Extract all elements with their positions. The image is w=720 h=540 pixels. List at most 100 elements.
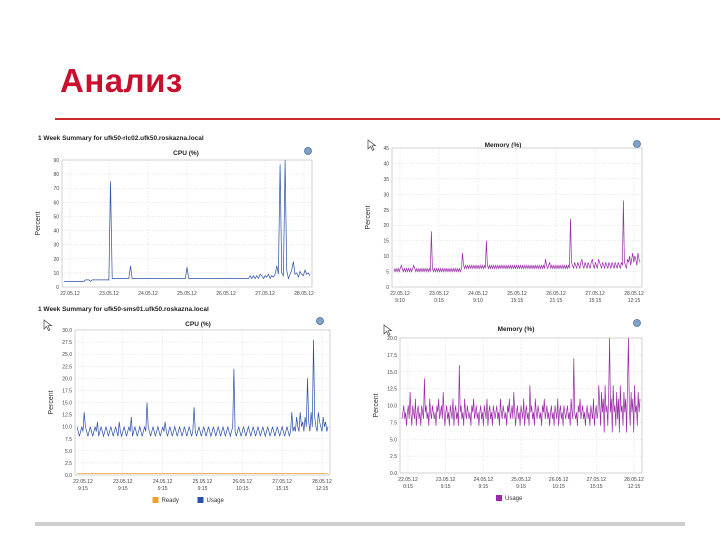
y-tick-label: 50 [53, 214, 59, 220]
x-tick-label: 22.05.12 [390, 291, 410, 297]
y-tick-label: 0.0 [390, 471, 397, 477]
x-tick-label: 25.05.12 [193, 479, 213, 485]
x-tick-label: 10:15 [236, 486, 249, 492]
x-tick-label: 9:15 [158, 486, 168, 492]
y-tick-label: 5.0 [390, 437, 397, 443]
series-line [401, 337, 641, 433]
refresh-icon [304, 147, 312, 155]
x-tick-label: 10:15 [552, 484, 565, 490]
x-tick-label: 26.05.12 [216, 291, 236, 297]
y-tick-label: 20.0 [387, 336, 397, 342]
y-tick-label: 2.5 [65, 461, 72, 467]
x-tick-label: 9:15 [198, 486, 208, 492]
x-tick-label: 27.05.12 [587, 477, 607, 483]
legend-label: Ready [162, 498, 179, 504]
x-tick-label: 9:15 [78, 486, 88, 492]
y-axis-label: Percent [35, 211, 42, 235]
x-tick-label: 26.05.12 [233, 479, 253, 485]
y-tick-label: 90 [53, 158, 59, 164]
y-tick-label: 70 [53, 186, 59, 192]
x-tick-label: 15:15 [511, 298, 524, 304]
y-tick-label: 25 [383, 208, 389, 214]
chart-title: CPU (%) [173, 150, 199, 157]
x-tick-label: 9:15 [118, 486, 128, 492]
x-tick-label: 22.05.12 [73, 479, 93, 485]
x-tick-label: 28.05.12 [624, 291, 644, 297]
y-tick-label: 15.0 [62, 401, 72, 407]
chart-title: CPU (%) [185, 321, 211, 328]
x-tick-label: 24.05.12 [468, 291, 488, 297]
y-tick-label: 20.0 [62, 376, 72, 382]
y-tick-label: 17.5 [387, 353, 397, 359]
series-line [76, 339, 329, 438]
chart-title: Memory (%) [498, 326, 535, 333]
y-tick-label: 17.5 [62, 388, 72, 394]
x-tick-label: 0:15 [434, 298, 444, 304]
legend-label: Usage [207, 498, 225, 504]
y-tick-label: 40 [383, 161, 389, 167]
chart-heading: 1 Week Summary for ufk50-rlc02.ufk50.ros… [38, 135, 204, 142]
y-tick-label: 30.0 [62, 328, 72, 334]
x-tick-label: 26.05.12 [549, 477, 569, 483]
y-tick-label: 20 [383, 223, 389, 229]
y-tick-label: 40 [53, 229, 59, 235]
x-tick-label: 23.05.12 [99, 291, 119, 297]
x-tick-label: 9:15 [516, 484, 526, 490]
x-tick-label: 28.05.12 [312, 479, 332, 485]
x-tick-label: 12:15 [628, 484, 641, 490]
x-tick-label: 15:15 [589, 298, 602, 304]
x-tick-label: 15:15 [590, 484, 603, 490]
refresh-icon-circle [316, 317, 324, 325]
cursor-icon [367, 139, 377, 151]
x-tick-label: 22.05.12 [398, 477, 418, 483]
y-tick-label: 0.0 [65, 473, 72, 479]
y-tick-label: 22.5 [62, 364, 72, 370]
x-tick-label: 25.05.12 [507, 291, 527, 297]
x-tick-label: 25.05.12 [177, 291, 197, 297]
title-divider [55, 118, 720, 120]
chart-title: Memory (%) [485, 142, 522, 149]
y-tick-label: 0 [56, 285, 59, 291]
refresh-icon [316, 317, 324, 325]
x-tick-label: 28.05.12 [624, 477, 644, 483]
chart-mem1: Memory (%) Percent 0 5 10 15 20 25 30 35 40 45 22.05… [365, 139, 644, 304]
y-tick-label: 10.0 [387, 404, 397, 410]
cursor-icon [383, 324, 393, 336]
x-tick-label: 22.05.12 [60, 291, 80, 297]
x-tick-label: 27.05.12 [255, 291, 275, 297]
y-tick-label: 30 [383, 192, 389, 198]
x-tick-label: 21:15 [550, 298, 563, 304]
x-tick-label: 0:15 [403, 484, 413, 490]
y-axis-label: Percent [48, 390, 55, 414]
y-tick-label: 35 [383, 177, 389, 183]
chart-cpu2: 1 Week Summary for ufk50-sms01.ufk50.ros… [38, 306, 332, 504]
y-tick-label: 15 [383, 239, 389, 245]
x-tick-label: 27.05.12 [585, 291, 605, 297]
series-line [393, 200, 641, 273]
y-tick-label: 7.5 [390, 420, 397, 426]
cursor-icon [43, 319, 53, 331]
x-tick-label: 12:15 [316, 486, 329, 492]
y-tick-label: 10.0 [62, 425, 72, 431]
x-tick-label: 9:10 [395, 298, 405, 304]
chart-mem2: Memory (%) Percent 0.0 2.5 5.0 7.5 10.0 12.5 15.… [373, 319, 644, 502]
y-tick-label: 12.5 [387, 387, 397, 393]
legend-swatch [152, 497, 159, 503]
x-tick-label: 24.05.12 [474, 477, 494, 483]
x-tick-label: 26.05.12 [546, 291, 566, 297]
y-tick-label: 12.5 [62, 413, 72, 419]
y-tick-label: 80 [53, 172, 59, 178]
y-tick-label: 7.5 [65, 437, 72, 443]
x-tick-label: 9:15 [478, 484, 488, 490]
y-tick-label: 0 [386, 285, 389, 291]
refresh-icon [633, 140, 641, 148]
x-tick-label: 23.05.12 [429, 291, 449, 297]
legend-swatch [496, 495, 502, 501]
series-line [64, 159, 311, 282]
slide-title: Анализ [60, 62, 183, 99]
y-tick-label: 45 [383, 146, 389, 152]
y-tick-label: 5.0 [65, 449, 72, 455]
x-tick-label: 24.05.12 [153, 479, 173, 485]
y-tick-label: 60 [53, 200, 59, 206]
